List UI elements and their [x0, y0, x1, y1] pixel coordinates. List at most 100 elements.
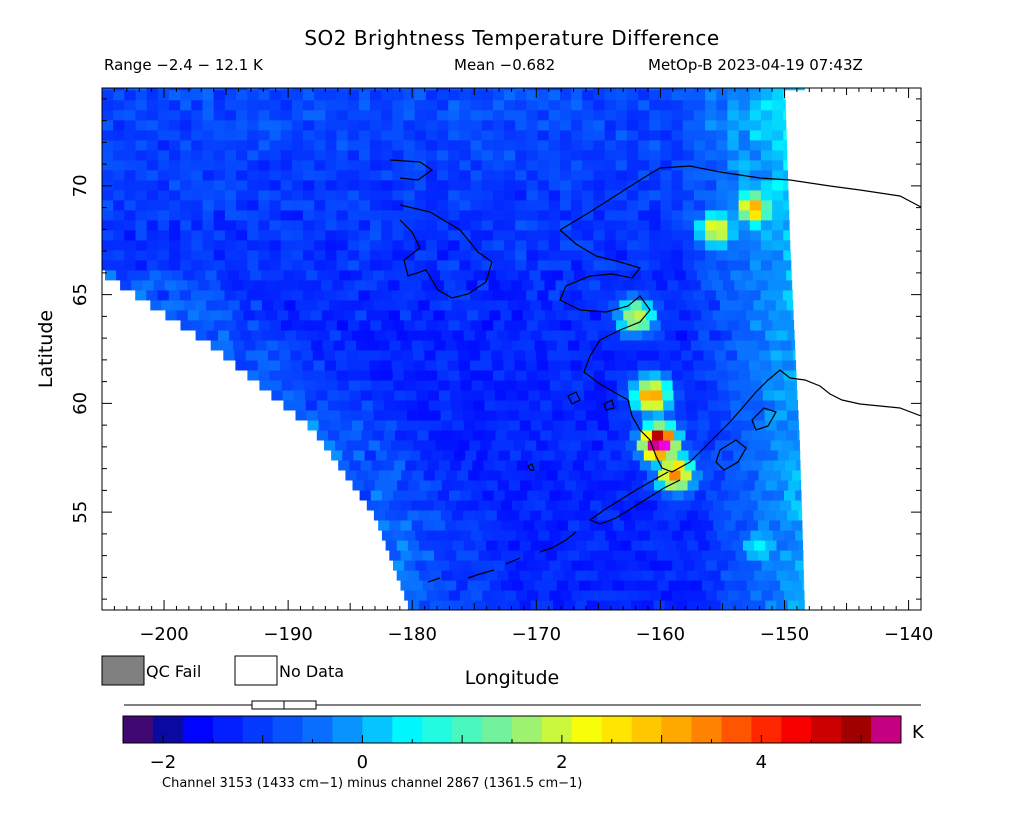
heatmap-cell [470, 259, 483, 271]
heatmap-cell [582, 88, 594, 91]
heatmap-cell [705, 209, 717, 221]
heatmap-cell [791, 550, 804, 561]
heatmap-cell [441, 540, 454, 551]
heatmap-cell [227, 269, 240, 281]
colorbar-swatch [123, 716, 154, 743]
heatmap-cell [559, 189, 572, 201]
heatmap-cell [371, 459, 384, 471]
heatmap-cell [392, 129, 405, 141]
heatmap-cell [213, 289, 226, 301]
heatmap-cell [448, 239, 460, 251]
heatmap-cell [776, 509, 788, 521]
heatmap-cell [384, 269, 396, 281]
heatmap-cell [629, 429, 642, 441]
heatmap-cell [649, 88, 661, 91]
heatmap-cell [608, 509, 621, 521]
heatmap-cell [479, 469, 492, 481]
heatmap-cell [593, 159, 606, 171]
colorbar-tick-label: 0 [357, 752, 368, 773]
heatmap-cell [314, 199, 326, 211]
heatmap-cell [485, 509, 498, 521]
heatmap-cell [481, 99, 494, 111]
heatmap-cell [306, 299, 319, 311]
heatmap-cell [224, 259, 237, 271]
heatmap-cell [247, 319, 260, 331]
heatmap-cell [336, 289, 348, 301]
heatmap-cell [437, 229, 449, 241]
heatmap-cell [741, 269, 754, 281]
heatmap-cell [571, 129, 583, 141]
heatmap-cell [684, 389, 697, 401]
heatmap-cell [224, 159, 237, 171]
heatmap-cell [291, 89, 304, 101]
heatmap-cell [526, 129, 539, 141]
heatmap-cell [515, 219, 527, 231]
heatmap-cell [425, 109, 438, 121]
heatmap-cell [725, 349, 738, 361]
heatmap-cell [370, 179, 382, 191]
heatmap-cell [593, 139, 606, 151]
heatmap-cell [704, 359, 717, 371]
heatmap-cell [153, 279, 166, 291]
heatmap-cell [527, 489, 539, 501]
heatmap-cell [372, 429, 385, 441]
heatmap-cell [625, 349, 638, 361]
heatmap-cell [501, 520, 513, 531]
heatmap-cell [302, 289, 315, 301]
heatmap-cell [716, 189, 729, 201]
heatmap-cell [760, 109, 773, 121]
heatmap-cell [728, 379, 741, 391]
heatmap-cell [787, 329, 795, 341]
heatmap-cell [663, 429, 675, 441]
heatmap-cell [760, 239, 773, 251]
heatmap-cell [775, 269, 787, 281]
heatmap-cell [392, 119, 405, 131]
heatmap-cell [504, 139, 516, 151]
heatmap-cell [316, 399, 329, 411]
heatmap-cell [459, 319, 472, 331]
heatmap-cell [545, 309, 557, 321]
range-slider[interactable] [124, 700, 921, 710]
heatmap-cell [658, 469, 670, 481]
heatmap-cell [622, 279, 635, 291]
heatmap-cell [504, 209, 516, 221]
heatmap-cell [224, 289, 237, 301]
heatmap-cell [671, 89, 684, 101]
heatmap-cell [460, 530, 472, 541]
heatmap-cell [738, 109, 751, 121]
heatmap-cell [437, 239, 449, 251]
heatmap-cell [559, 149, 572, 161]
heatmap-cell [314, 239, 326, 251]
heatmap-cell [236, 219, 248, 231]
heatmap-cell [686, 299, 699, 311]
heatmap-cell [403, 88, 416, 91]
heatmap-cell [180, 259, 192, 271]
heatmap-cell [329, 299, 341, 311]
heatmap-cell [687, 329, 699, 341]
heatmap-cell [738, 88, 751, 91]
heatmap-cell [344, 309, 356, 321]
heatmap-cell [615, 89, 628, 101]
heatmap-cell [564, 570, 577, 581]
heatmap-cell [474, 299, 486, 311]
heatmap-cell [157, 199, 170, 211]
heatmap-cell [396, 409, 408, 421]
heatmap-cell [727, 129, 740, 141]
heatmap-cell [187, 279, 199, 291]
heatmap-cell [191, 99, 204, 111]
heatmap-cell [303, 119, 315, 131]
heatmap-cell [671, 229, 684, 241]
heatmap-cell [660, 149, 673, 161]
heatmap-cell [727, 249, 740, 261]
heatmap-cell [339, 399, 352, 411]
heatmap-cell [280, 249, 293, 261]
heatmap-cell [385, 540, 398, 551]
heatmap-cell [336, 259, 349, 271]
heatmap-cell [309, 279, 322, 291]
heatmap-cell [746, 309, 758, 321]
heatmap-cell [434, 580, 446, 591]
heatmap-cell [352, 329, 364, 341]
heatmap-cell [224, 139, 237, 151]
heatmap-cell [660, 179, 673, 191]
heatmap-cell [296, 329, 308, 341]
